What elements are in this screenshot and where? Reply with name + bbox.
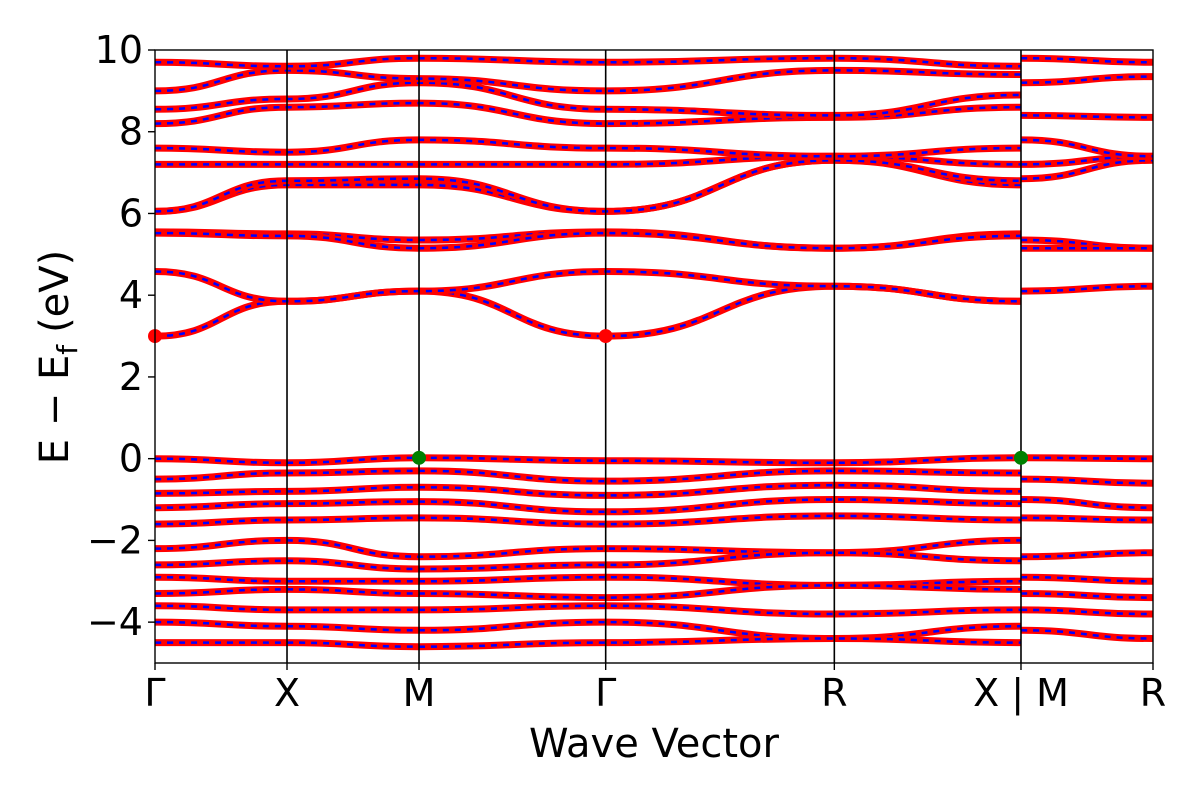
band-23 [154,467,1022,485]
cbm-marker [598,329,613,344]
band-line-dash [154,584,1022,599]
high-symmetry-lines [286,50,1022,663]
band-line-dash [154,155,1022,166]
y-axis-label-unit: (eV) [32,250,78,333]
band-line-dash [1020,284,1154,293]
band-line-dash [154,575,1022,587]
band-edge-markers [148,329,1028,465]
y-tick-label: 6 [119,191,143,235]
band-29 [1020,514,1154,524]
band-35 [1020,573,1154,585]
band-18 [154,54,1022,70]
x-axis-ticks: Γ X M Γ R X | M R [144,663,1166,716]
x-axis-label: Wave Vector [529,721,780,767]
band-2 [1020,282,1154,295]
band-40 [1020,606,1154,618]
band-line-dash [154,456,1022,465]
band-line-dash [1020,498,1154,509]
band-34 [154,581,1022,602]
band-20 [1020,54,1154,66]
band-27 [1020,475,1154,487]
band-line-dash [154,551,1022,571]
x-tick-label: Γ [144,671,165,715]
band-26 [154,512,1022,528]
band-line-dash [154,138,1022,158]
plot-frame [154,49,1154,664]
x-tick-label: R [821,671,847,715]
band-4 [154,229,1022,252]
band-line [154,229,1022,252]
band-37 [154,602,1022,618]
band-line-dash [154,231,1022,250]
vbm-marker [1013,450,1028,465]
band-line-dash [154,69,1022,93]
band-line-dash [1020,75,1154,84]
band-41 [1020,626,1154,642]
band-24 [154,481,1022,499]
band-8 [154,156,1022,215]
band-line [154,66,1022,95]
band-line-dash [154,56,1022,68]
band-line-dash [1020,138,1154,158]
y-tick-label: 10 [95,28,143,72]
x-tick-label: M [403,671,436,715]
band-line-dash [154,498,1022,514]
band-line [154,282,1022,340]
band-1 [154,267,1022,305]
band-21 [154,454,1022,467]
band-line-dash [1020,114,1154,119]
band-28 [1020,496,1154,512]
band-line [1020,136,1154,160]
y-axis-label-subscript: f [51,344,84,355]
band-line-dash [1020,575,1154,583]
band-line-dash [1020,159,1154,180]
band-22 [1020,454,1154,463]
band-10 [154,136,1022,160]
y-axis-ticks: −4 −2 0 2 4 6 8 10 [87,28,155,644]
y-tick-label: 0 [119,437,143,481]
y-tick-label: 4 [119,273,143,317]
bands-layer [154,54,1154,651]
band-line-dash [154,637,1022,648]
band-line-dash [1020,456,1154,460]
y-tick-label: −2 [87,518,143,562]
band-line-dash [1020,516,1154,522]
band-line-dash [154,159,1022,213]
y-tick-label: −4 [87,600,143,644]
y-axis-label: E − Ef (eV) [32,250,84,465]
x-tick-label: X [274,671,300,715]
band-line-dash [1020,551,1154,558]
vbm-marker [412,450,427,465]
y-tick-label: 8 [119,110,143,154]
band-7 [154,156,1022,215]
band-line-dash [1020,477,1154,485]
band-19 [1020,73,1154,87]
band-11 [1020,156,1154,183]
band-line-dash [1020,56,1154,64]
band-0 [154,282,1022,340]
x-tick-label: R [1140,671,1166,715]
band-16 [1020,111,1154,121]
band-line-dash [154,483,1022,497]
band-17 [154,66,1022,95]
band-line-dash [154,514,1022,526]
x-tick-label: Γ [595,671,616,715]
band-32 [1020,549,1154,561]
band-line-dash [1020,629,1154,640]
band-line-dash [1020,592,1154,599]
band-line [154,267,1022,305]
y-tick-label: 2 [119,355,143,399]
band-line-dash [1020,608,1154,616]
band-line-dash [154,159,1022,213]
band-13 [1020,136,1154,160]
y-axis-label-main: E − E [32,355,78,465]
band-31 [154,549,1022,573]
x-tick-label: X | M [973,671,1069,716]
band-line-dash [154,604,1022,616]
band-39 [154,634,1022,651]
band-36 [1020,590,1154,602]
band-25 [154,495,1022,516]
band-line-dash [154,284,1022,338]
